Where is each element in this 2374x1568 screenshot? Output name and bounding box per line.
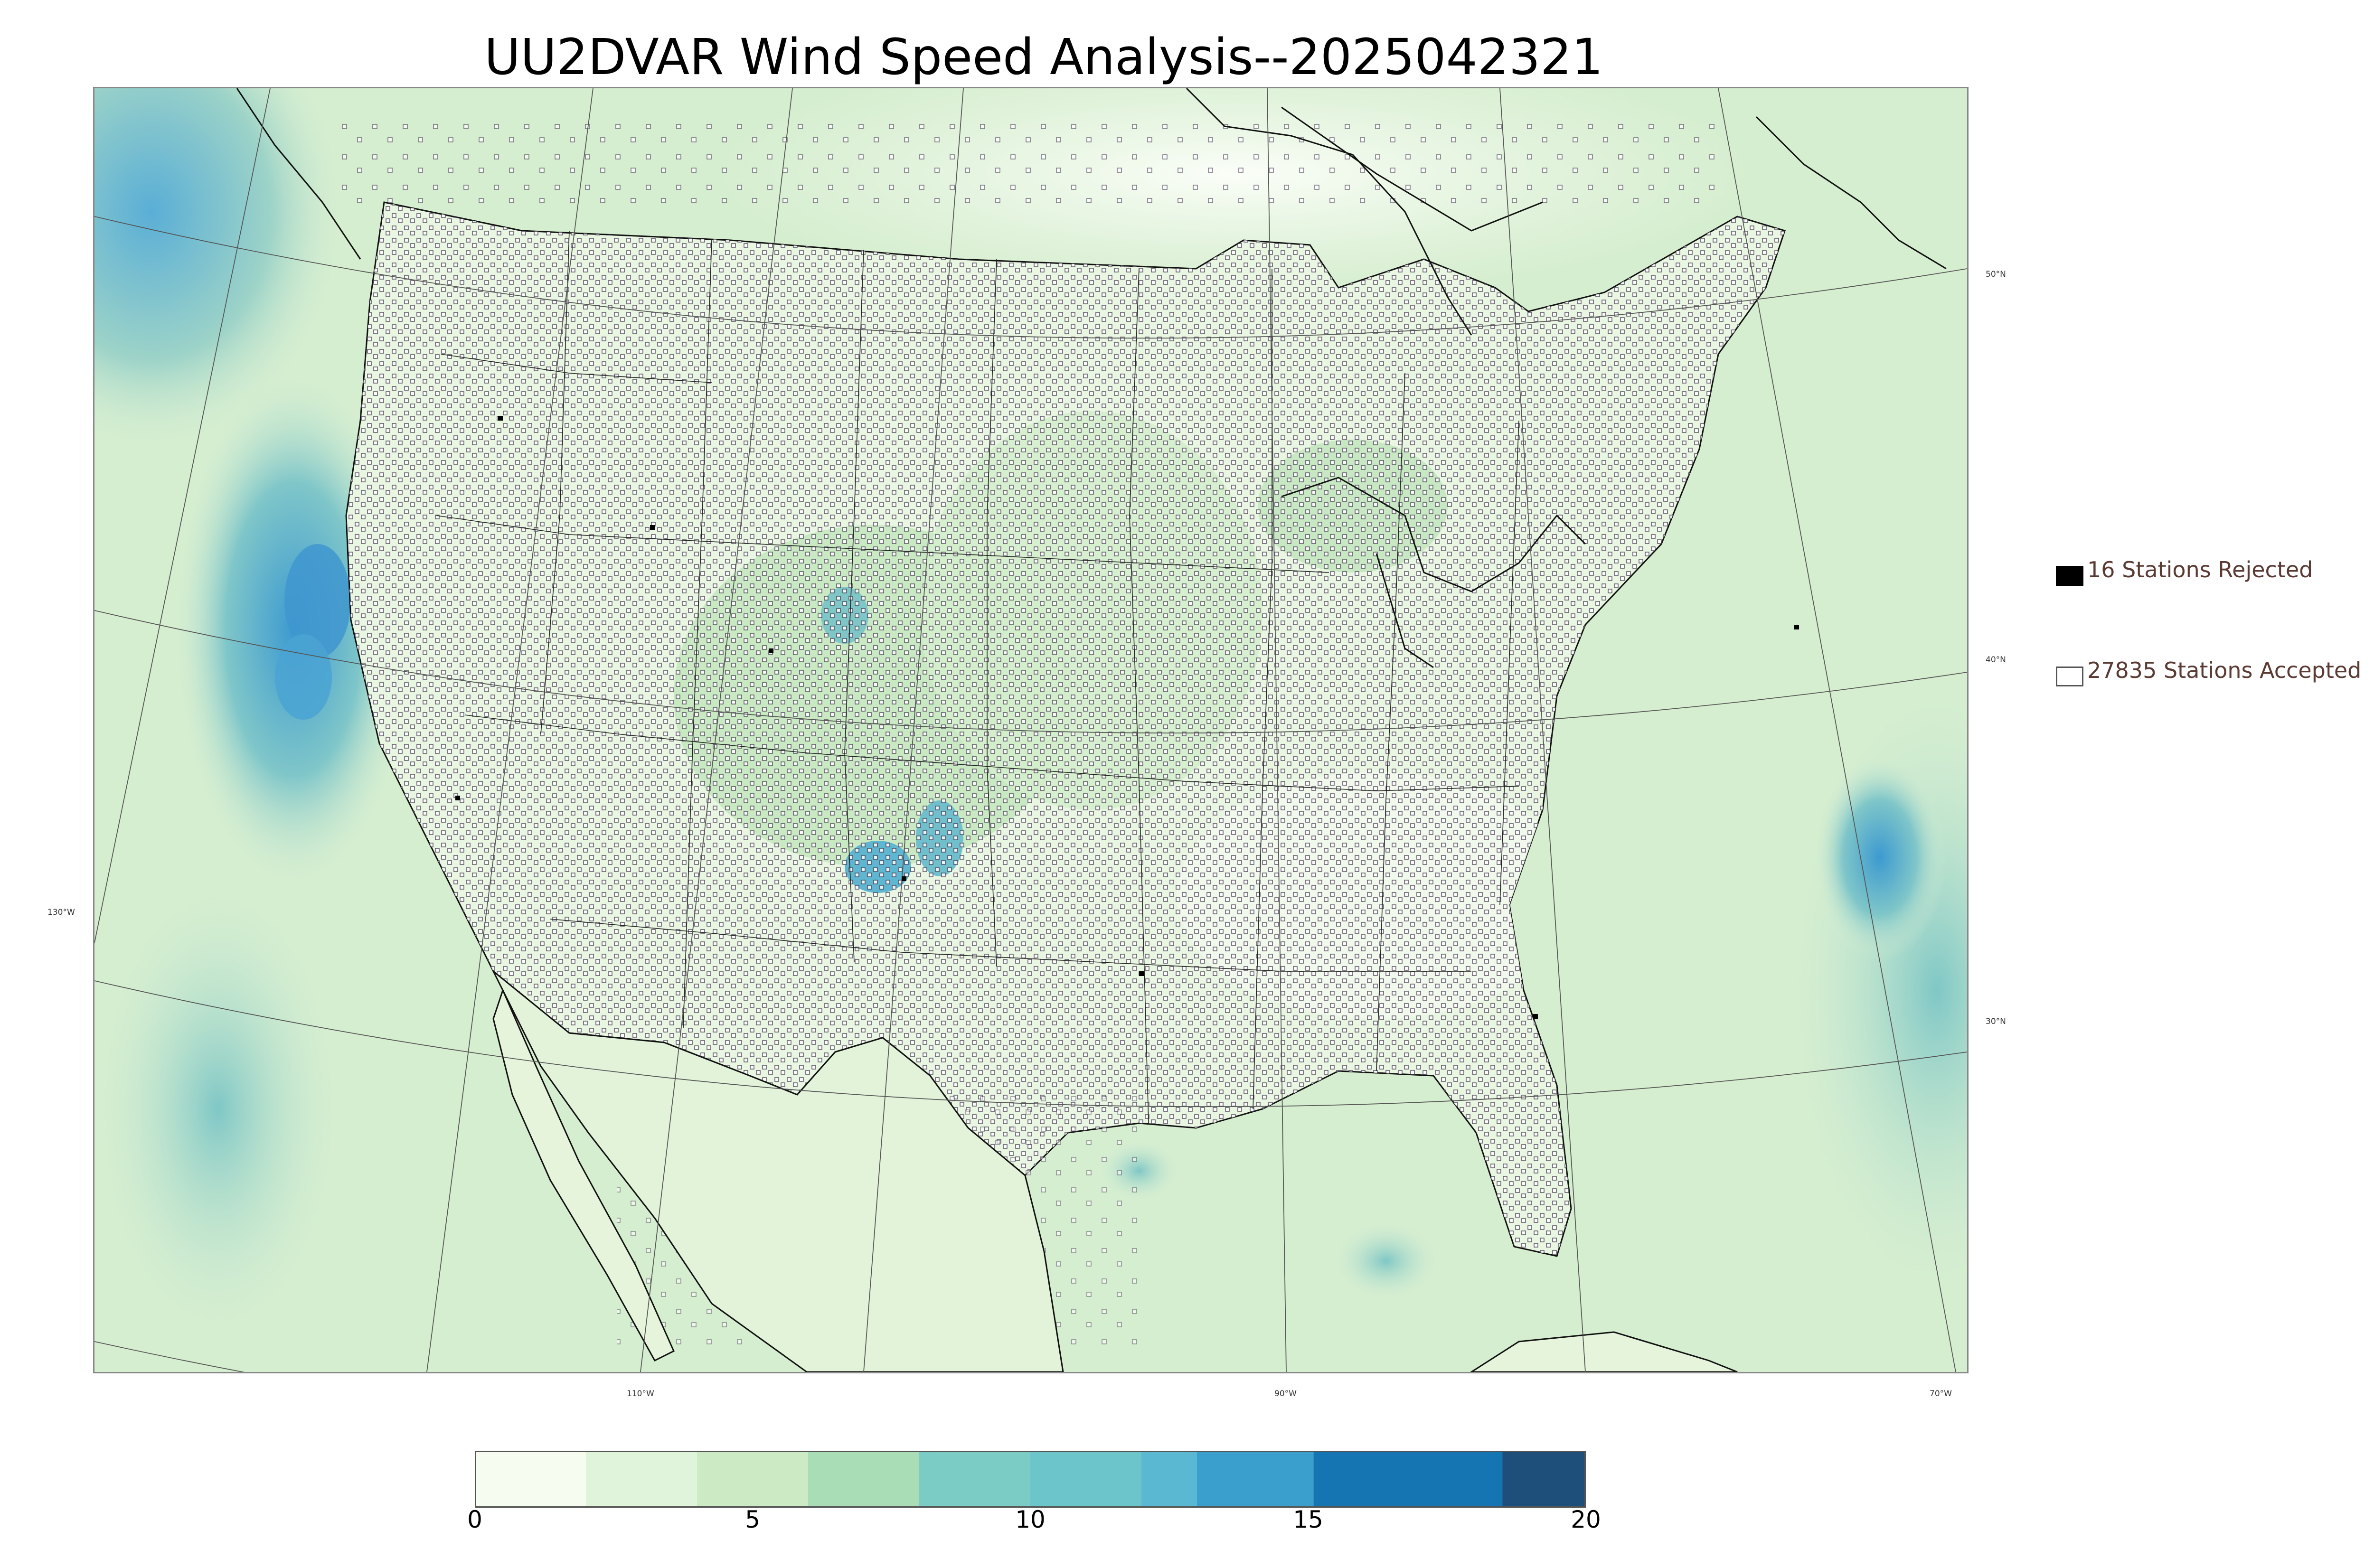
graticule-lon-110 bbox=[640, 88, 793, 1372]
pacific-wind-max-core bbox=[284, 544, 351, 658]
lat-label-50n: 50°N bbox=[1986, 270, 2006, 279]
page-title: UU2DVAR Wind Speed Analysis--2025042321 bbox=[484, 28, 1603, 86]
colorbar-svg bbox=[475, 1451, 1586, 1508]
wind-speed-map[interactable] bbox=[94, 88, 1967, 1372]
colorbar-tick-label-1: 5 bbox=[745, 1506, 760, 1533]
station-markers-canada bbox=[341, 117, 1718, 212]
legend-item-accepted: 27835 Stations Accepted bbox=[2056, 656, 2374, 686]
lon-label-90w: 90°W bbox=[1274, 1389, 1297, 1399]
colorbar-tick-label-4: 20 bbox=[1571, 1506, 1601, 1533]
colorbar-segment-9 bbox=[1502, 1451, 1586, 1508]
colorbar-outline bbox=[475, 1451, 1586, 1508]
state-borders bbox=[436, 230, 1519, 1124]
baja-peninsula bbox=[492, 988, 675, 1361]
accepted-swatch bbox=[2056, 667, 2083, 686]
accepted-label: 27835 Stations Accepted bbox=[2087, 657, 2362, 683]
lat-label-40n: 40°N bbox=[1986, 655, 2006, 665]
map-frame[interactable] bbox=[93, 87, 1969, 1373]
mexico-land bbox=[492, 970, 1064, 1372]
colorbar-tick-label-0: 0 bbox=[467, 1506, 482, 1533]
atlantic-wind-core bbox=[1813, 753, 1946, 962]
graticule bbox=[94, 88, 1967, 1372]
colorbar bbox=[475, 1451, 1586, 1508]
graticule-lon-90 bbox=[1267, 88, 1287, 1372]
colorbar-segment-6 bbox=[1141, 1451, 1197, 1508]
cuba-land bbox=[1470, 1331, 1738, 1372]
gulf-wind-spot bbox=[1329, 1218, 1443, 1304]
colorbar-segment-1 bbox=[586, 1451, 697, 1508]
lon-label-110w: 110°W bbox=[627, 1389, 654, 1399]
graticule-lon-80 bbox=[1499, 88, 1586, 1372]
colorbar-segment-7 bbox=[1197, 1451, 1314, 1508]
graticule-lon-120 bbox=[426, 88, 594, 1372]
lon-label-70w: 70°W bbox=[1930, 1389, 1952, 1399]
colorbar-segment-8 bbox=[1313, 1451, 1503, 1508]
graticule-lat-40 bbox=[94, 610, 1967, 733]
graticule-lat-30 bbox=[94, 980, 1967, 1108]
graticule-lon-130 bbox=[94, 88, 271, 943]
colorbar-segment-2 bbox=[697, 1451, 809, 1508]
colorbar-segment-4 bbox=[919, 1451, 1031, 1508]
canada-coastline bbox=[236, 88, 1947, 270]
graticule-lon-70 bbox=[1718, 88, 1956, 1372]
rejected-label: 16 Stations Rejected bbox=[2087, 557, 2313, 582]
rejected-station-markers bbox=[455, 416, 1799, 1019]
graticule-lat-50 bbox=[94, 216, 1967, 339]
colorbar-segments bbox=[475, 1451, 1586, 1508]
lat-label-30n: 30°N bbox=[1986, 1017, 2006, 1026]
legend-item-rejected: 16 Stations Rejected bbox=[2056, 555, 2374, 586]
hudson-bay-coast bbox=[1186, 88, 1472, 336]
great-lakes bbox=[1281, 477, 1586, 668]
colorbar-segment-5 bbox=[1030, 1451, 1142, 1508]
pacific-south-band bbox=[94, 862, 351, 1356]
lon-label-130w: 130°W bbox=[47, 908, 75, 917]
rejected-swatch bbox=[2056, 566, 2083, 586]
pacific-wind-core-2 bbox=[275, 634, 332, 720]
colorbar-tick-label-3: 15 bbox=[1293, 1506, 1323, 1533]
graticule-lon-100 bbox=[863, 88, 964, 1372]
colorbar-segment-3 bbox=[808, 1451, 920, 1508]
colorbar-tick-label-2: 10 bbox=[1015, 1506, 1046, 1533]
colorbar-segment-0 bbox=[475, 1451, 586, 1508]
